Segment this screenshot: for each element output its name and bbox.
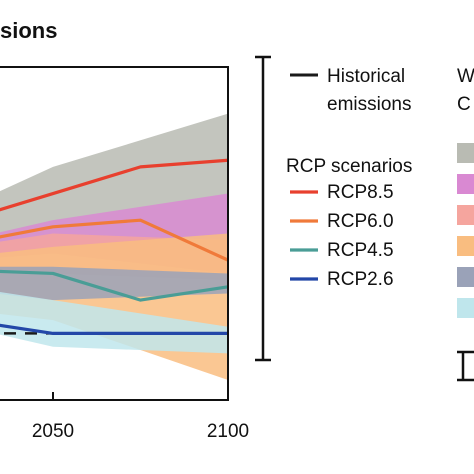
legend-swatch-orange	[457, 236, 474, 256]
legend-swatch-pink	[457, 174, 474, 194]
legend-label-rcp60: RCP6.0	[327, 211, 394, 232]
legend-swatch-slate	[457, 267, 474, 287]
uncertainty-bands	[0, 113, 228, 381]
series-line-rcp85	[0, 158, 229, 212]
scenario-lines	[0, 158, 229, 335]
legend-historical-label-1: Historical	[327, 66, 405, 87]
legend-swatch-salmon	[457, 205, 474, 225]
chart-title: sions	[0, 18, 57, 43]
range-bar-whisker	[255, 55, 271, 362]
plot-frame	[0, 66, 229, 401]
legend-swatch-cyan	[457, 298, 474, 318]
x-axis-ticks: 2050 2100	[32, 392, 249, 442]
band-cyan	[0, 292, 228, 354]
legend-historical-label-2: emissions	[327, 94, 411, 115]
series-line-rcp60	[0, 218, 229, 262]
series-line-rcp26	[0, 323, 228, 335]
legend-range-bar-icon	[457, 350, 474, 382]
legend-label-rcp45: RCP4.5	[327, 240, 394, 261]
legend-label-rcp26: RCP2.6	[327, 269, 394, 290]
range-bar	[255, 55, 271, 362]
legend-label-rcp85: RCP8.5	[327, 182, 394, 203]
x-tick-label-2100: 2100	[207, 421, 249, 442]
series-line-rcp45	[0, 269, 229, 302]
legend-band-swatches	[457, 143, 474, 318]
legend-entries: RCP8.5 RCP6.0 RCP4.5 RCP2.6	[290, 182, 394, 290]
legend-right-header-2: C	[457, 94, 471, 115]
x-tick-label-2050: 2050	[32, 421, 74, 442]
legend-rcp-header: RCP scenarios	[286, 156, 412, 177]
legend: Historical emissions RCP scenarios RCP8.…	[286, 66, 474, 382]
legend-swatch-gray	[457, 143, 474, 163]
legend-right-header-1: W	[457, 66, 474, 87]
